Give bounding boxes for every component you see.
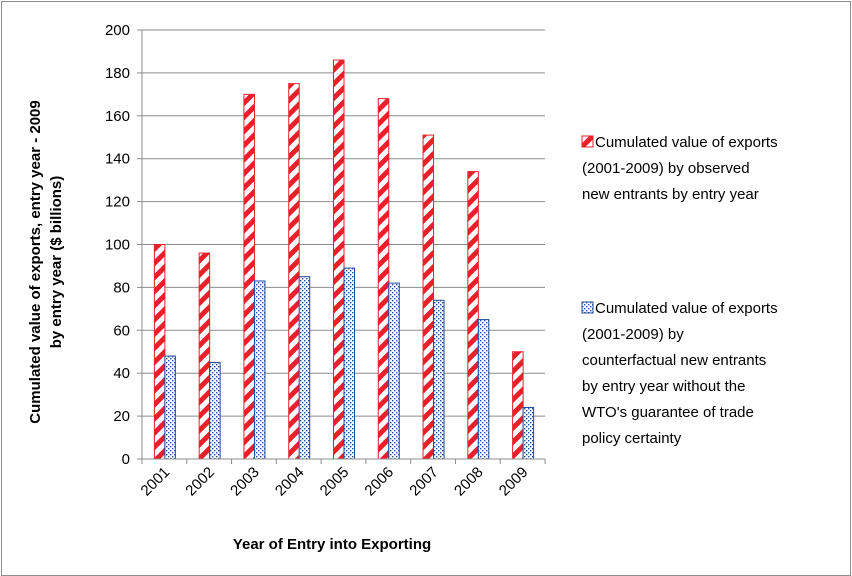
bar-series1-2001 bbox=[153, 244, 166, 460]
y-tick-label: 60 bbox=[113, 322, 130, 339]
legend-label-series2: policy certainty bbox=[582, 430, 682, 447]
bars bbox=[153, 59, 535, 460]
legend-label-series2: by entry year without the bbox=[582, 378, 745, 395]
axes bbox=[137, 29, 546, 464]
x-tick-label: 2008 bbox=[451, 464, 487, 500]
y-tick-label: 200 bbox=[105, 22, 130, 39]
legend-label-series1: (2001-2009) by observed bbox=[582, 160, 750, 177]
x-tick-label: 2003 bbox=[227, 464, 263, 500]
legend-label-series1: Cumulated value of exports bbox=[595, 134, 778, 151]
legend-swatch-series1 bbox=[581, 135, 594, 148]
legend-label-series1: new entrants by entry year bbox=[582, 186, 759, 203]
y-tick-label: 140 bbox=[105, 151, 130, 168]
y-tick-label: 100 bbox=[105, 237, 130, 254]
bar-series2-2003 bbox=[253, 280, 266, 460]
y-axis-title-line: by entry year ($ billions) bbox=[48, 176, 65, 349]
y-tick-label: 120 bbox=[105, 194, 130, 211]
bar-series2-2009 bbox=[522, 407, 535, 460]
x-tick-label: 2002 bbox=[182, 464, 218, 500]
y-tick-label: 180 bbox=[105, 65, 130, 82]
y-axis-title: Cumulated value of exports, entry year -… bbox=[27, 100, 65, 423]
x-tick-label: 2004 bbox=[272, 464, 308, 500]
y-tick-label: 160 bbox=[105, 108, 130, 125]
y-tick-labels: 0 20 40 60 80 100 120 140 160 180 200 bbox=[105, 22, 130, 468]
x-axis-title: Year of Entry into Exporting bbox=[233, 536, 431, 553]
legend-label-series2: Cumulated value of exports bbox=[595, 300, 778, 317]
legend-label-series2: WTO's guarantee of trade bbox=[582, 404, 754, 421]
bar-series1-2006 bbox=[377, 98, 390, 460]
x-tick-label: 2001 bbox=[138, 464, 174, 500]
bar-series1-2002 bbox=[198, 252, 211, 460]
x-tick-label: 2005 bbox=[317, 464, 353, 500]
legend-label-series2: counterfactual new entrants bbox=[582, 352, 766, 369]
bar-series1-2008 bbox=[467, 171, 479, 460]
bar-series2-2001 bbox=[164, 355, 176, 460]
x-tick-labels: 2001 2002 2003 2004 2005 2006 2007 2008 2009 bbox=[138, 464, 532, 500]
bar-series1-2005 bbox=[333, 59, 345, 460]
bar-series2-2007 bbox=[433, 299, 445, 460]
bar-series1-2004 bbox=[288, 83, 300, 460]
x-tick-label: 2007 bbox=[406, 464, 442, 500]
bar-series2-2005 bbox=[343, 267, 355, 460]
y-tick-label: 20 bbox=[113, 408, 130, 425]
legend-label-series2: (2001-2009) by bbox=[582, 326, 684, 343]
bar-series2-2002 bbox=[209, 361, 221, 460]
bar-series1-2009 bbox=[512, 351, 524, 460]
bar-series2-2004 bbox=[298, 276, 311, 460]
x-tick-label: 2009 bbox=[496, 464, 532, 500]
bar-series2-2008 bbox=[477, 319, 490, 460]
y-tick-label: 40 bbox=[113, 365, 130, 382]
bar-series2-2006 bbox=[388, 282, 400, 460]
legend: Cumulated value of exports (2001-2009) by… bbox=[581, 134, 778, 447]
y-axis-title-line: Cumulated value of exports, entry year -… bbox=[27, 100, 44, 423]
legend-swatch-series2 bbox=[581, 301, 594, 314]
bar-series1-2003 bbox=[243, 93, 255, 460]
x-tick-label: 2006 bbox=[361, 464, 397, 500]
bar-series1-2007 bbox=[422, 134, 435, 460]
y-tick-label: 0 bbox=[122, 451, 130, 468]
y-tick-label: 80 bbox=[113, 279, 130, 296]
